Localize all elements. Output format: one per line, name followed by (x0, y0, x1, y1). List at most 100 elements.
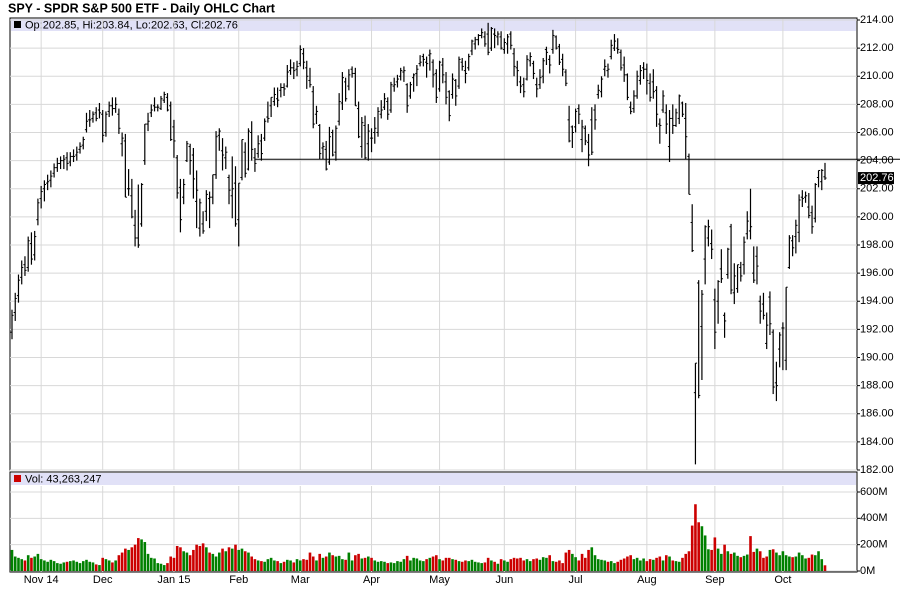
y-tick-label: 400M (860, 512, 888, 524)
volume-bar (425, 559, 428, 571)
volume-bar (422, 561, 425, 571)
volume-bar (496, 563, 500, 571)
volume-bar (587, 549, 590, 571)
volume-bar (528, 561, 532, 571)
x-tick-label: Dec (93, 574, 113, 586)
volume-bar (243, 551, 247, 571)
volume-bar (162, 565, 166, 571)
volume-bar (143, 542, 147, 571)
volume-bar (214, 556, 218, 571)
volume-bar (383, 561, 386, 571)
volume-bar (807, 557, 811, 571)
volume-bar (156, 563, 160, 571)
y-tick-label: 214.00 (860, 14, 894, 26)
volume-bar (412, 557, 415, 571)
volume-bar (305, 559, 309, 571)
volume-bar (499, 559, 503, 571)
volume-bar (399, 561, 402, 571)
volume-bar (600, 559, 603, 571)
volume-bar (522, 560, 526, 571)
volume-bar (561, 563, 564, 571)
volume-bar (85, 559, 88, 571)
volume-bar (444, 557, 448, 571)
volume-bar (56, 563, 59, 571)
volume-bar (405, 555, 409, 571)
volume-bar (120, 552, 124, 571)
volume-bar (52, 561, 56, 571)
volume-bar (10, 549, 14, 571)
volume-bar (179, 547, 182, 571)
volume-bar (311, 556, 315, 571)
volume-bar (370, 557, 373, 571)
volume-bar (460, 561, 464, 571)
volume-bar (253, 559, 257, 571)
volume-bar (817, 551, 820, 571)
volume-bar (700, 526, 704, 571)
volume-bar (30, 557, 33, 571)
volume-bar (344, 559, 347, 571)
volume-bar (671, 560, 675, 571)
y-tick-label: 0M (860, 565, 875, 577)
y-tick-label: 184.00 (860, 436, 894, 448)
volume-bar (490, 560, 493, 571)
volume-bar (127, 549, 130, 571)
y-tick-label: 182.00 (860, 464, 894, 476)
volume-bar (813, 555, 817, 571)
volume-bar (221, 548, 224, 571)
volume-bar (104, 559, 108, 571)
volume-bar (282, 561, 286, 571)
volume-bar (94, 564, 98, 571)
volume-bar (454, 559, 458, 571)
volume-bar (195, 544, 198, 571)
volume-bar (88, 561, 92, 571)
volume-bar (20, 559, 24, 571)
x-tick-label: Jun (495, 574, 513, 586)
volume-bar (677, 561, 681, 571)
volume-bar (551, 561, 555, 571)
volume-bar (133, 544, 137, 571)
volume-bar (201, 543, 205, 571)
volume-bar (43, 560, 46, 571)
volume-bar (541, 557, 545, 571)
volume-bar (613, 563, 616, 571)
volume-bar (515, 558, 519, 571)
y-tick-label: 206.00 (860, 126, 894, 138)
volume-bar (762, 557, 765, 571)
volume-bar (49, 559, 53, 571)
volume-bar (13, 556, 17, 571)
volume-bar (758, 551, 762, 571)
volume-bar (302, 559, 305, 571)
volume-bar (797, 552, 801, 571)
volume-bar (402, 559, 406, 571)
volume-bar (720, 553, 723, 571)
volume-bar (392, 563, 396, 571)
volume-bar (389, 562, 393, 571)
y-tick-label: 202.00 (860, 183, 894, 195)
volume-bar (726, 551, 730, 571)
volume-bar (622, 558, 626, 571)
volume-bar (224, 551, 228, 571)
volume-bar (626, 556, 629, 571)
volume-bar (418, 560, 422, 571)
volume-bar (69, 561, 72, 571)
volume-bar (292, 562, 296, 571)
volume-bar (81, 561, 85, 571)
volume-bar (616, 561, 620, 571)
volume-bar (415, 558, 419, 571)
volume-bar (645, 561, 649, 571)
volume-bar (266, 559, 270, 571)
volume-bar (690, 525, 694, 571)
volume-bar (519, 557, 522, 571)
y-tick-label: 210.00 (860, 70, 894, 82)
volume-bar (697, 522, 700, 571)
volume-bar (632, 559, 636, 571)
x-tick-label: May (429, 574, 450, 586)
volume-bar (247, 552, 250, 571)
volume-bar (532, 559, 535, 571)
volume-bar (506, 561, 509, 571)
volume-bar (208, 552, 211, 571)
volume-bar (703, 535, 707, 571)
y-tick-label: 198.00 (860, 239, 894, 251)
volume-bar (593, 555, 597, 571)
volume-bar (23, 560, 27, 571)
